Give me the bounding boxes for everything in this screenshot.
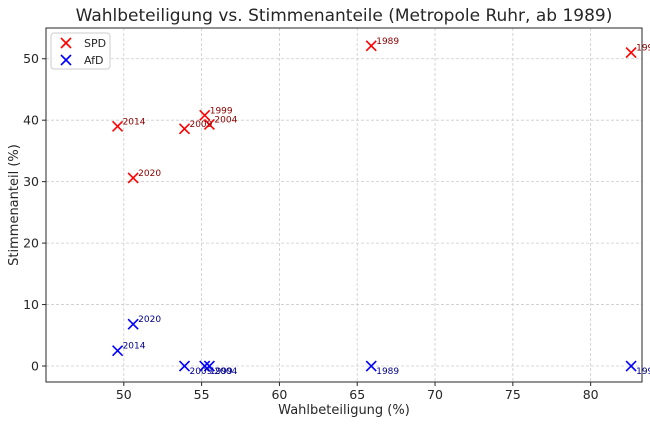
x-tick-label: 55 [194, 387, 210, 402]
y-axis-label: Stimmenanteil (%) [7, 144, 22, 266]
legend-marker-afd [60, 54, 72, 66]
y-tick-label: 30 [23, 174, 39, 189]
point-label: 1999 [210, 106, 233, 116]
data-point-afd [199, 360, 211, 372]
legend-label-afd: AfD [84, 54, 103, 67]
point-label: 2009 [189, 120, 212, 130]
axis-ticks: 50 55 60 65 70 75 80 0 10 20 30 40 50 [23, 51, 599, 402]
point-label: 2020 [138, 169, 161, 179]
y-tick-label: 0 [31, 359, 39, 374]
x-tick-label: 65 [349, 387, 365, 402]
x-tick-label: 70 [427, 387, 443, 402]
legend-label-spd: SPD [84, 37, 106, 50]
y-tick-label: 20 [23, 236, 39, 251]
grid [46, 28, 642, 382]
data-point-spd [178, 123, 191, 135]
data-point-spd [365, 40, 377, 52]
data-point-afd [203, 360, 215, 372]
legend: SPD AfD [50, 32, 111, 70]
legend-marker-spd [60, 37, 72, 49]
data-point-spd [112, 120, 124, 132]
data-point-spd [625, 47, 637, 59]
data-series: 1989199419992004200920142020198919941999… [112, 37, 650, 377]
y-tick-label: 50 [23, 51, 39, 66]
y-tick-label: 10 [23, 297, 39, 312]
data-point-afd [365, 360, 377, 372]
point-label: 1994 [636, 367, 650, 377]
point-label: 2014 [123, 117, 146, 127]
x-tick-label: 60 [271, 387, 287, 402]
x-axis-label: Wahlbeteiligung (%) [278, 403, 410, 418]
plot-area-frame [45, 27, 643, 383]
data-point-spd [203, 118, 215, 131]
point-label: 1989 [376, 37, 399, 47]
data-point-afd [127, 318, 139, 330]
point-label: 2004 [214, 367, 237, 377]
x-tick-label: 75 [505, 387, 521, 402]
point-label: 1994 [636, 44, 650, 54]
x-tick-label: 80 [583, 387, 599, 402]
point-label: 2020 [138, 315, 161, 325]
data-point-afd [112, 345, 124, 357]
y-tick-label: 40 [23, 113, 39, 128]
data-point-spd [127, 172, 139, 184]
point-label: 1999 [210, 367, 233, 377]
x-tick-label: 50 [116, 387, 132, 402]
data-point-spd [199, 109, 211, 121]
chart-title: Wahlbeteiligung vs. Stimmenanteile (Metr… [76, 6, 613, 26]
data-point-afd [178, 360, 191, 372]
point-label: 1989 [376, 367, 399, 377]
data-point-afd [625, 360, 637, 372]
point-label: 2004 [214, 115, 237, 125]
point-label: 2014 [123, 342, 146, 352]
point-label: 2009 [189, 367, 212, 377]
